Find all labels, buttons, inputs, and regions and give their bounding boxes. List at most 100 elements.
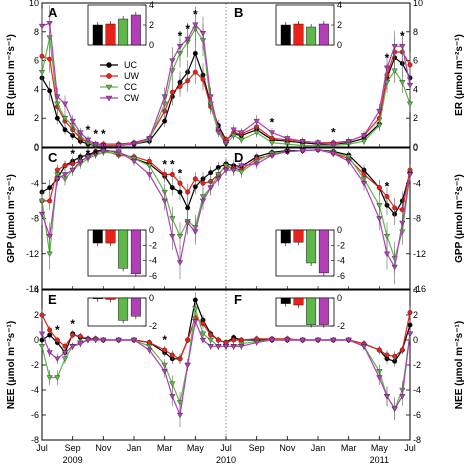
y-tick-label-left: 4 <box>34 285 39 295</box>
data-point-CC <box>238 137 245 143</box>
data-point-UW <box>192 69 198 75</box>
data-point-UW <box>39 53 45 59</box>
legend-marker-CC <box>105 84 113 91</box>
inset-tick-label: -2 <box>337 240 345 250</box>
data-point-CW <box>77 341 84 347</box>
significance-star: * <box>178 29 183 43</box>
data-point-CC <box>376 203 383 209</box>
data-point-UC <box>47 185 53 191</box>
y-tick-label-left: 6 <box>34 56 39 66</box>
significance-star: * <box>270 116 275 130</box>
data-point-UW <box>200 180 206 186</box>
y-tick-label-right: -4 <box>413 178 421 188</box>
legend-marker-CW <box>105 95 113 102</box>
data-point-CW <box>115 149 122 155</box>
data-point-CW <box>268 337 276 344</box>
inset-bar-CW <box>130 297 141 317</box>
inset-tick-label: -4 <box>337 256 345 266</box>
x-tick-label-Nov: Nov <box>279 443 296 453</box>
data-point-CW <box>38 331 46 337</box>
x-tick-label-Sep: Sep <box>249 443 265 453</box>
data-point-UW <box>177 356 183 362</box>
data-point-UW <box>392 205 398 211</box>
y-tick-label-right: 6 <box>413 56 418 66</box>
inset-tick-label: 0 <box>337 40 342 50</box>
data-point-UW <box>62 343 68 349</box>
data-point-CW <box>376 216 383 222</box>
data-point-CW <box>161 198 168 204</box>
data-point-UW <box>192 176 198 182</box>
data-point-CW <box>299 148 306 154</box>
panel-label-E: E <box>48 292 57 307</box>
data-point-UW <box>169 89 175 95</box>
inset-bar-CC <box>306 26 317 46</box>
data-point-UW <box>208 332 214 338</box>
data-point-CW <box>115 337 122 344</box>
data-point-UC <box>407 322 413 328</box>
data-point-CW <box>238 344 245 350</box>
y-axis-label-right: NEE (μmol m⁻²s⁻¹) <box>454 321 465 409</box>
data-point-CW <box>46 350 53 356</box>
data-point-UW <box>376 347 382 353</box>
data-point-UW <box>169 352 175 358</box>
inset-tick-label: 2 <box>149 20 154 30</box>
inset-bar-UW <box>105 297 116 300</box>
y-tick-label-left: 10 <box>29 0 39 8</box>
y-tick-label-right: -4 <box>413 385 421 395</box>
data-point-UW <box>177 180 183 186</box>
data-point-CC <box>199 331 207 337</box>
data-point-CW <box>169 234 176 240</box>
inset-tick-label: 0 <box>337 225 342 235</box>
inset-bar-UC <box>280 24 291 46</box>
data-point-CW <box>176 44 184 50</box>
data-point-CC <box>46 375 53 381</box>
significance-star: * <box>93 147 98 161</box>
data-point-CW <box>222 344 230 350</box>
data-point-CW <box>345 337 352 344</box>
inset-tick-label: -4 <box>149 256 157 266</box>
data-point-CW <box>146 347 153 354</box>
data-point-UW <box>231 337 237 343</box>
y-tick-label-left: -2 <box>31 360 39 370</box>
y-tick-label-right: -8 <box>413 214 421 224</box>
data-point-CW <box>314 147 322 153</box>
data-point-UW <box>70 332 76 338</box>
data-point-CW <box>92 142 99 148</box>
data-point-CW <box>345 139 352 145</box>
data-point-CW <box>184 220 191 227</box>
significance-star: * <box>285 147 290 161</box>
data-point-CW <box>46 234 53 240</box>
data-point-UW <box>376 185 382 191</box>
data-point-UW <box>77 333 83 339</box>
panel-label-B: B <box>234 5 243 20</box>
data-point-CC <box>54 375 61 381</box>
inset-bar-UW <box>105 23 116 46</box>
data-point-CW <box>77 159 84 165</box>
significance-star: * <box>93 127 98 141</box>
data-point-UW <box>54 337 60 343</box>
data-point-CW <box>176 412 184 419</box>
data-point-UC <box>192 50 198 56</box>
x-tick-label-Mar: Mar <box>341 443 357 453</box>
panel-label-D: D <box>234 150 243 165</box>
data-point-UW <box>62 163 68 169</box>
x-tick-label-Jan: Jan <box>127 443 142 453</box>
y-tick-label-right: 4 <box>413 84 418 94</box>
inset-tick-label: -6 <box>337 271 345 281</box>
data-point-UW <box>407 310 413 315</box>
data-point-CC <box>61 116 69 122</box>
significance-star: * <box>86 147 91 161</box>
data-point-CC <box>169 381 176 387</box>
legend-label-UW: UW <box>124 71 139 81</box>
inset-bar-CC <box>118 18 129 46</box>
y-tick-label-left: -6 <box>31 410 39 420</box>
data-point-CC <box>38 198 46 204</box>
data-point-CW <box>360 181 368 187</box>
data-point-UC <box>54 115 60 121</box>
data-point-CW <box>100 337 107 344</box>
data-point-UC <box>208 170 214 176</box>
data-point-CC <box>391 68 398 74</box>
legend-marker-UW <box>106 73 112 79</box>
y-tick-label-left: 0 <box>34 335 39 345</box>
x-tick-label-Mar: Mar <box>157 443 173 453</box>
